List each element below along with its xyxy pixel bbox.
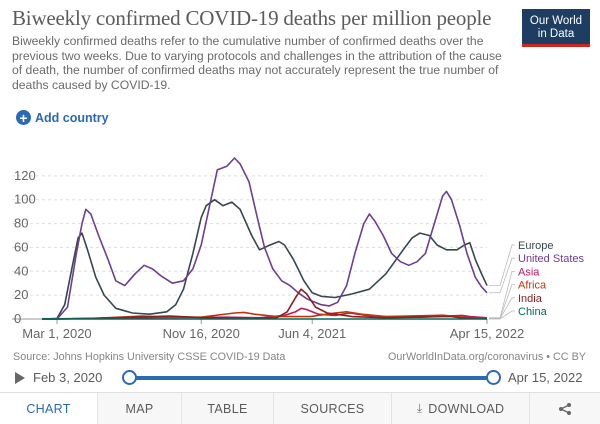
timeline-track-selected[interactable] (128, 376, 494, 380)
timeline-end-date: Apr 15, 2022 (508, 370, 582, 385)
chart-subtitle: Biweekly confirmed deaths refer to the c… (12, 34, 502, 92)
x-tick-label: Mar 1, 2020 (22, 326, 91, 341)
x-tick-label: Jun 4, 2021 (278, 326, 346, 341)
legend-connector (489, 298, 515, 319)
legend-label-asia[interactable]: Asia (518, 266, 540, 278)
timeline[interactable]: Feb 3, 2020 Apr 15, 2022 (0, 367, 600, 389)
y-tick-label: 40 (14, 263, 28, 278)
y-tick-label: 100 (14, 192, 36, 207)
timeline-start-handle[interactable] (122, 370, 137, 385)
license-note[interactable]: OurWorldInData.org/coronavirus • CC BY (388, 351, 586, 363)
x-axis-ticks: Mar 1, 2020 Nov 16, 2020 Jun 4, 2021 Apr 15… (22, 319, 524, 341)
x-tick-label: Nov 16, 2020 (163, 326, 240, 341)
chart-title: Biweekly confirmed COVID-19 deaths per m… (12, 6, 502, 31)
tab-bar: CHART MAP TABLE SOURCES ⤓ DOWNLOAD (0, 392, 600, 424)
tab-sources[interactable]: SOURCES (274, 393, 392, 424)
timeline-end-handle[interactable] (486, 370, 501, 385)
legend-connector (489, 245, 515, 286)
play-icon[interactable] (15, 372, 25, 384)
tab-chart[interactable]: CHART (0, 393, 98, 424)
logo-accent-bar (522, 44, 590, 47)
add-country-label: Add country (35, 111, 109, 125)
y-tick-label: 80 (14, 216, 28, 231)
y-tick-label: 20 (14, 287, 28, 302)
legend-label-united-states[interactable]: United States (518, 253, 585, 265)
legend-label-india[interactable]: India (518, 293, 543, 305)
y-tick-label: 120 (14, 168, 36, 183)
download-icon: ⤓ (417, 401, 423, 416)
grid-lines (12, 176, 487, 319)
legend-connector (489, 285, 515, 319)
legend-label-china[interactable]: China (518, 306, 548, 318)
legend-label-africa[interactable]: Africa (518, 280, 547, 292)
y-tick-label: 60 (14, 239, 28, 254)
source-note[interactable]: Source: Johns Hopkins University CSSE CO… (13, 351, 285, 363)
timeline-start-date: Feb 3, 2020 (33, 370, 102, 385)
x-tick-label: Apr 15, 2022 (450, 326, 524, 341)
tab-map[interactable]: MAP (98, 393, 182, 424)
y-tick-label: 0 (14, 311, 21, 326)
logo-line-1: Our World (530, 15, 582, 28)
owid-logo[interactable]: Our World in Data (522, 9, 590, 47)
plus-circle-icon: + (16, 110, 31, 125)
line-chart: 0 20 40 60 80 100 120 Mar 1, 2020 Nov 16, 2020 J… (0, 130, 600, 343)
tab-table[interactable]: TABLE (182, 393, 274, 424)
tab-share[interactable] (530, 393, 600, 424)
legend-label-europe[interactable]: Europe (518, 240, 553, 252)
share-icon (558, 402, 572, 416)
logo-line-2: in Data (538, 28, 574, 41)
add-country-button[interactable]: + Add country (16, 110, 109, 125)
tab-download[interactable]: ⤓ DOWNLOAD (392, 393, 530, 424)
tab-download-label: DOWNLOAD (428, 402, 504, 416)
